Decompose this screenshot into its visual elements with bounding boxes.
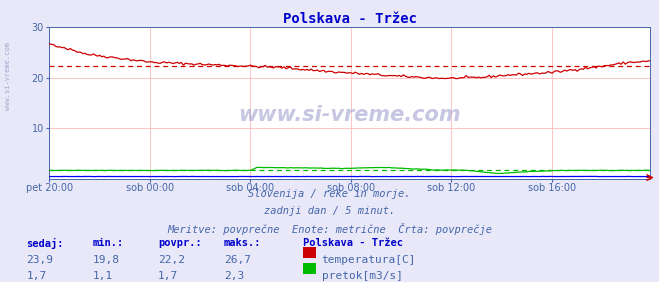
Text: min.:: min.: (92, 238, 123, 248)
Text: 1,7: 1,7 (158, 271, 179, 281)
Text: 26,7: 26,7 (224, 255, 251, 265)
Text: www.si-vreme.com: www.si-vreme.com (239, 105, 461, 125)
Text: zadnji dan / 5 minut.: zadnji dan / 5 minut. (264, 206, 395, 216)
Text: Meritve: povprečne  Enote: metrične  Črta: povprečje: Meritve: povprečne Enote: metrične Črta:… (167, 223, 492, 235)
Text: povpr.:: povpr.: (158, 238, 202, 248)
Text: sedaj:: sedaj: (26, 238, 64, 249)
Text: maks.:: maks.: (224, 238, 262, 248)
Text: Polskava - Tržec: Polskava - Tržec (303, 238, 403, 248)
Text: Slovenija / reke in morje.: Slovenija / reke in morje. (248, 189, 411, 199)
Title: Polskava - Tržec: Polskava - Tržec (283, 12, 417, 26)
Text: 22,2: 22,2 (158, 255, 185, 265)
Text: www.si-vreme.com: www.si-vreme.com (5, 42, 11, 110)
Text: pretok[m3/s]: pretok[m3/s] (322, 271, 403, 281)
Text: temperatura[C]: temperatura[C] (322, 255, 416, 265)
Text: 2,3: 2,3 (224, 271, 244, 281)
Text: 1,7: 1,7 (26, 271, 47, 281)
Text: 23,9: 23,9 (26, 255, 53, 265)
Text: 1,1: 1,1 (92, 271, 113, 281)
Text: 19,8: 19,8 (92, 255, 119, 265)
